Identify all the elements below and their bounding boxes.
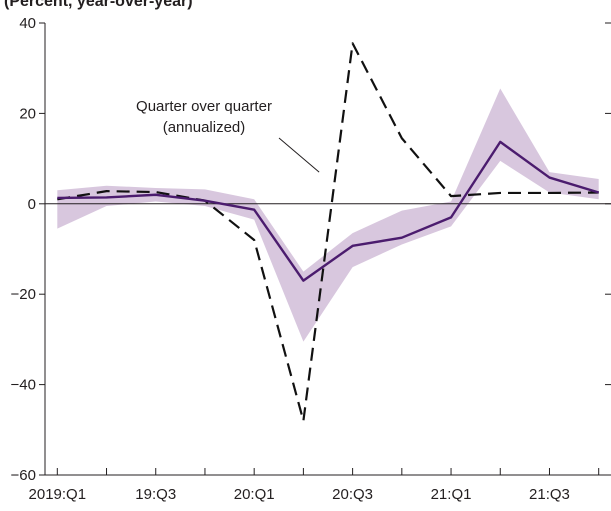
y-tick-label: 40 xyxy=(19,15,36,32)
y-tick-label: 20 xyxy=(19,105,36,122)
axes: −60 −40 −20 0 20 40 2019:Q1 19:Q3 20:Q1 20:Q3 21:Q… xyxy=(11,15,611,503)
series-line-qoq xyxy=(57,42,599,422)
annotation: Quarter over quarter (annualized) xyxy=(136,98,320,173)
range-band xyxy=(57,88,599,342)
x-tick-label: 20:Q3 xyxy=(332,486,373,503)
annotation-text: Quarter over quarter xyxy=(136,98,272,115)
y-tick-label: 0 xyxy=(28,196,36,213)
y-tick-label: −40 xyxy=(11,377,36,394)
range-band-layer xyxy=(57,88,599,342)
x-tick-label: 2019:Q1 xyxy=(29,486,87,503)
y-tick-label: −20 xyxy=(11,286,36,303)
chart-title-text: (Percent, year-over-year) xyxy=(4,0,193,10)
x-tick-label: 20:Q1 xyxy=(234,486,275,503)
annotation-pointer xyxy=(278,137,320,173)
x-tick-label: 21:Q1 xyxy=(431,486,472,503)
series-layer xyxy=(57,42,600,422)
series-line-yoy xyxy=(57,140,600,282)
x-tick-label: 21:Q3 xyxy=(529,486,570,503)
x-tick-label: 19:Q3 xyxy=(135,486,176,503)
y-tick-label: −60 xyxy=(11,467,36,484)
chart-title: (Percent, year-over-year) xyxy=(4,0,193,10)
annotation-text: (annualized) xyxy=(163,119,246,136)
